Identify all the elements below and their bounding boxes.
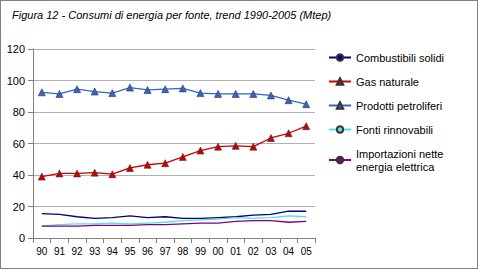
svg-text:93: 93 bbox=[89, 246, 101, 257]
svg-text:0: 0 bbox=[19, 232, 25, 244]
svg-text:80: 80 bbox=[13, 106, 25, 118]
svg-text:Prodotti petroliferi: Prodotti petroliferi bbox=[356, 100, 442, 112]
svg-text:03: 03 bbox=[265, 246, 277, 257]
svg-text:92: 92 bbox=[72, 246, 84, 257]
svg-text:99: 99 bbox=[195, 246, 207, 257]
svg-text:120: 120 bbox=[7, 43, 25, 55]
svg-text:00: 00 bbox=[213, 246, 225, 257]
svg-text:05: 05 bbox=[301, 246, 313, 257]
svg-text:96: 96 bbox=[142, 246, 154, 257]
svg-text:100: 100 bbox=[7, 75, 25, 87]
svg-text:Importazioni nette: Importazioni nette bbox=[356, 148, 447, 160]
svg-text:01: 01 bbox=[230, 246, 242, 257]
svg-text:60: 60 bbox=[13, 138, 25, 150]
svg-text:40: 40 bbox=[13, 169, 25, 181]
svg-text:97: 97 bbox=[160, 246, 172, 257]
svg-text:04: 04 bbox=[283, 246, 295, 257]
svg-text:91: 91 bbox=[54, 246, 66, 257]
svg-text:98: 98 bbox=[177, 246, 189, 257]
svg-text:94: 94 bbox=[107, 246, 119, 257]
svg-text:Gas naturale: Gas naturale bbox=[356, 76, 419, 88]
svg-text:95: 95 bbox=[124, 246, 136, 257]
svg-text:Combustibili solidi: Combustibili solidi bbox=[356, 52, 444, 64]
svg-text:energia elettrica: energia elettrica bbox=[356, 161, 435, 173]
svg-text:90: 90 bbox=[36, 246, 48, 257]
svg-text:02: 02 bbox=[248, 246, 260, 257]
svg-text:20: 20 bbox=[13, 201, 25, 213]
svg-text:Fonti rinnovabili: Fonti rinnovabili bbox=[356, 124, 433, 136]
svg-text:Figura 12 - Consumi di energia: Figura 12 - Consumi di energia per fonte… bbox=[12, 9, 332, 21]
